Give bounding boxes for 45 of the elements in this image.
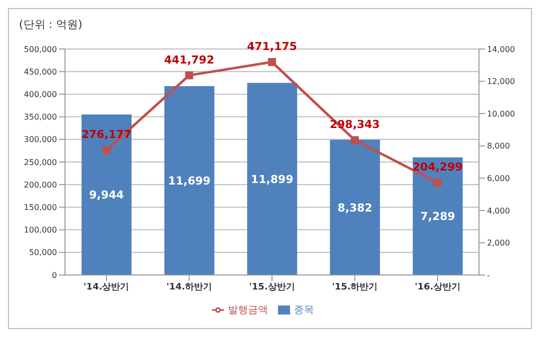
y2-tick-label: 2,000 (487, 238, 510, 248)
y2-tick-label: 4,000 (487, 206, 510, 216)
legend-label: 발행금액 (228, 305, 268, 316)
y2-tick-label: 6,000 (487, 174, 510, 183)
data-label: 9,944 (89, 188, 124, 202)
point (268, 58, 276, 66)
x-tick-label: '15.상반기 (249, 282, 295, 292)
y-tick-label: 300,000 (24, 135, 57, 144)
data-label: 8,382 (338, 201, 372, 214)
y-tick-label: 250,000 (24, 158, 57, 167)
y-tick-label: 50,000 (29, 248, 57, 258)
x-tick-label: '15.하반기 (332, 282, 378, 292)
data-label: 471,175 (246, 40, 298, 54)
point (185, 71, 194, 80)
data-label: 11,699 (168, 174, 211, 188)
x-tick-label: '16.상반기 (414, 282, 460, 292)
y2-tick-label: 14,000 (487, 44, 515, 54)
bar (247, 82, 298, 275)
y-tick-label: 350,000 (24, 112, 57, 122)
data-label: 441,792 (164, 53, 214, 66)
y-tick-label: 400,000 (24, 90, 57, 100)
x-tick-label: '14.하반기 (166, 282, 212, 292)
data-label: 7,289 (420, 210, 456, 224)
point (350, 136, 359, 144)
y-tick-label: 500,000 (24, 44, 57, 54)
bar (164, 86, 214, 275)
point (434, 178, 442, 187)
y-tick-label: 450,000 (24, 67, 57, 76)
legend-label: 종목 (294, 305, 314, 316)
bar (412, 157, 463, 275)
y-tick-label: 150,000 (24, 203, 57, 212)
y-tick-label: 200,000 (24, 180, 57, 190)
y2-tick-label: 10,000 (487, 109, 515, 118)
y2-tick-label: 12,000 (487, 77, 515, 86)
y2-tick-label: - (487, 270, 490, 280)
bar (82, 114, 132, 275)
point (102, 146, 110, 154)
y-tick-label: 0 (52, 270, 57, 280)
y2-tick-label: 8,000 (487, 142, 510, 151)
text: (단위 : 억원) (19, 17, 82, 32)
data-label: 11,899 (250, 172, 294, 186)
bar (330, 140, 380, 275)
x-tick-label: '14.상반기 (84, 282, 130, 292)
data-label: 204,299 (412, 160, 463, 174)
y-tick-label: 100,000 (24, 226, 57, 235)
